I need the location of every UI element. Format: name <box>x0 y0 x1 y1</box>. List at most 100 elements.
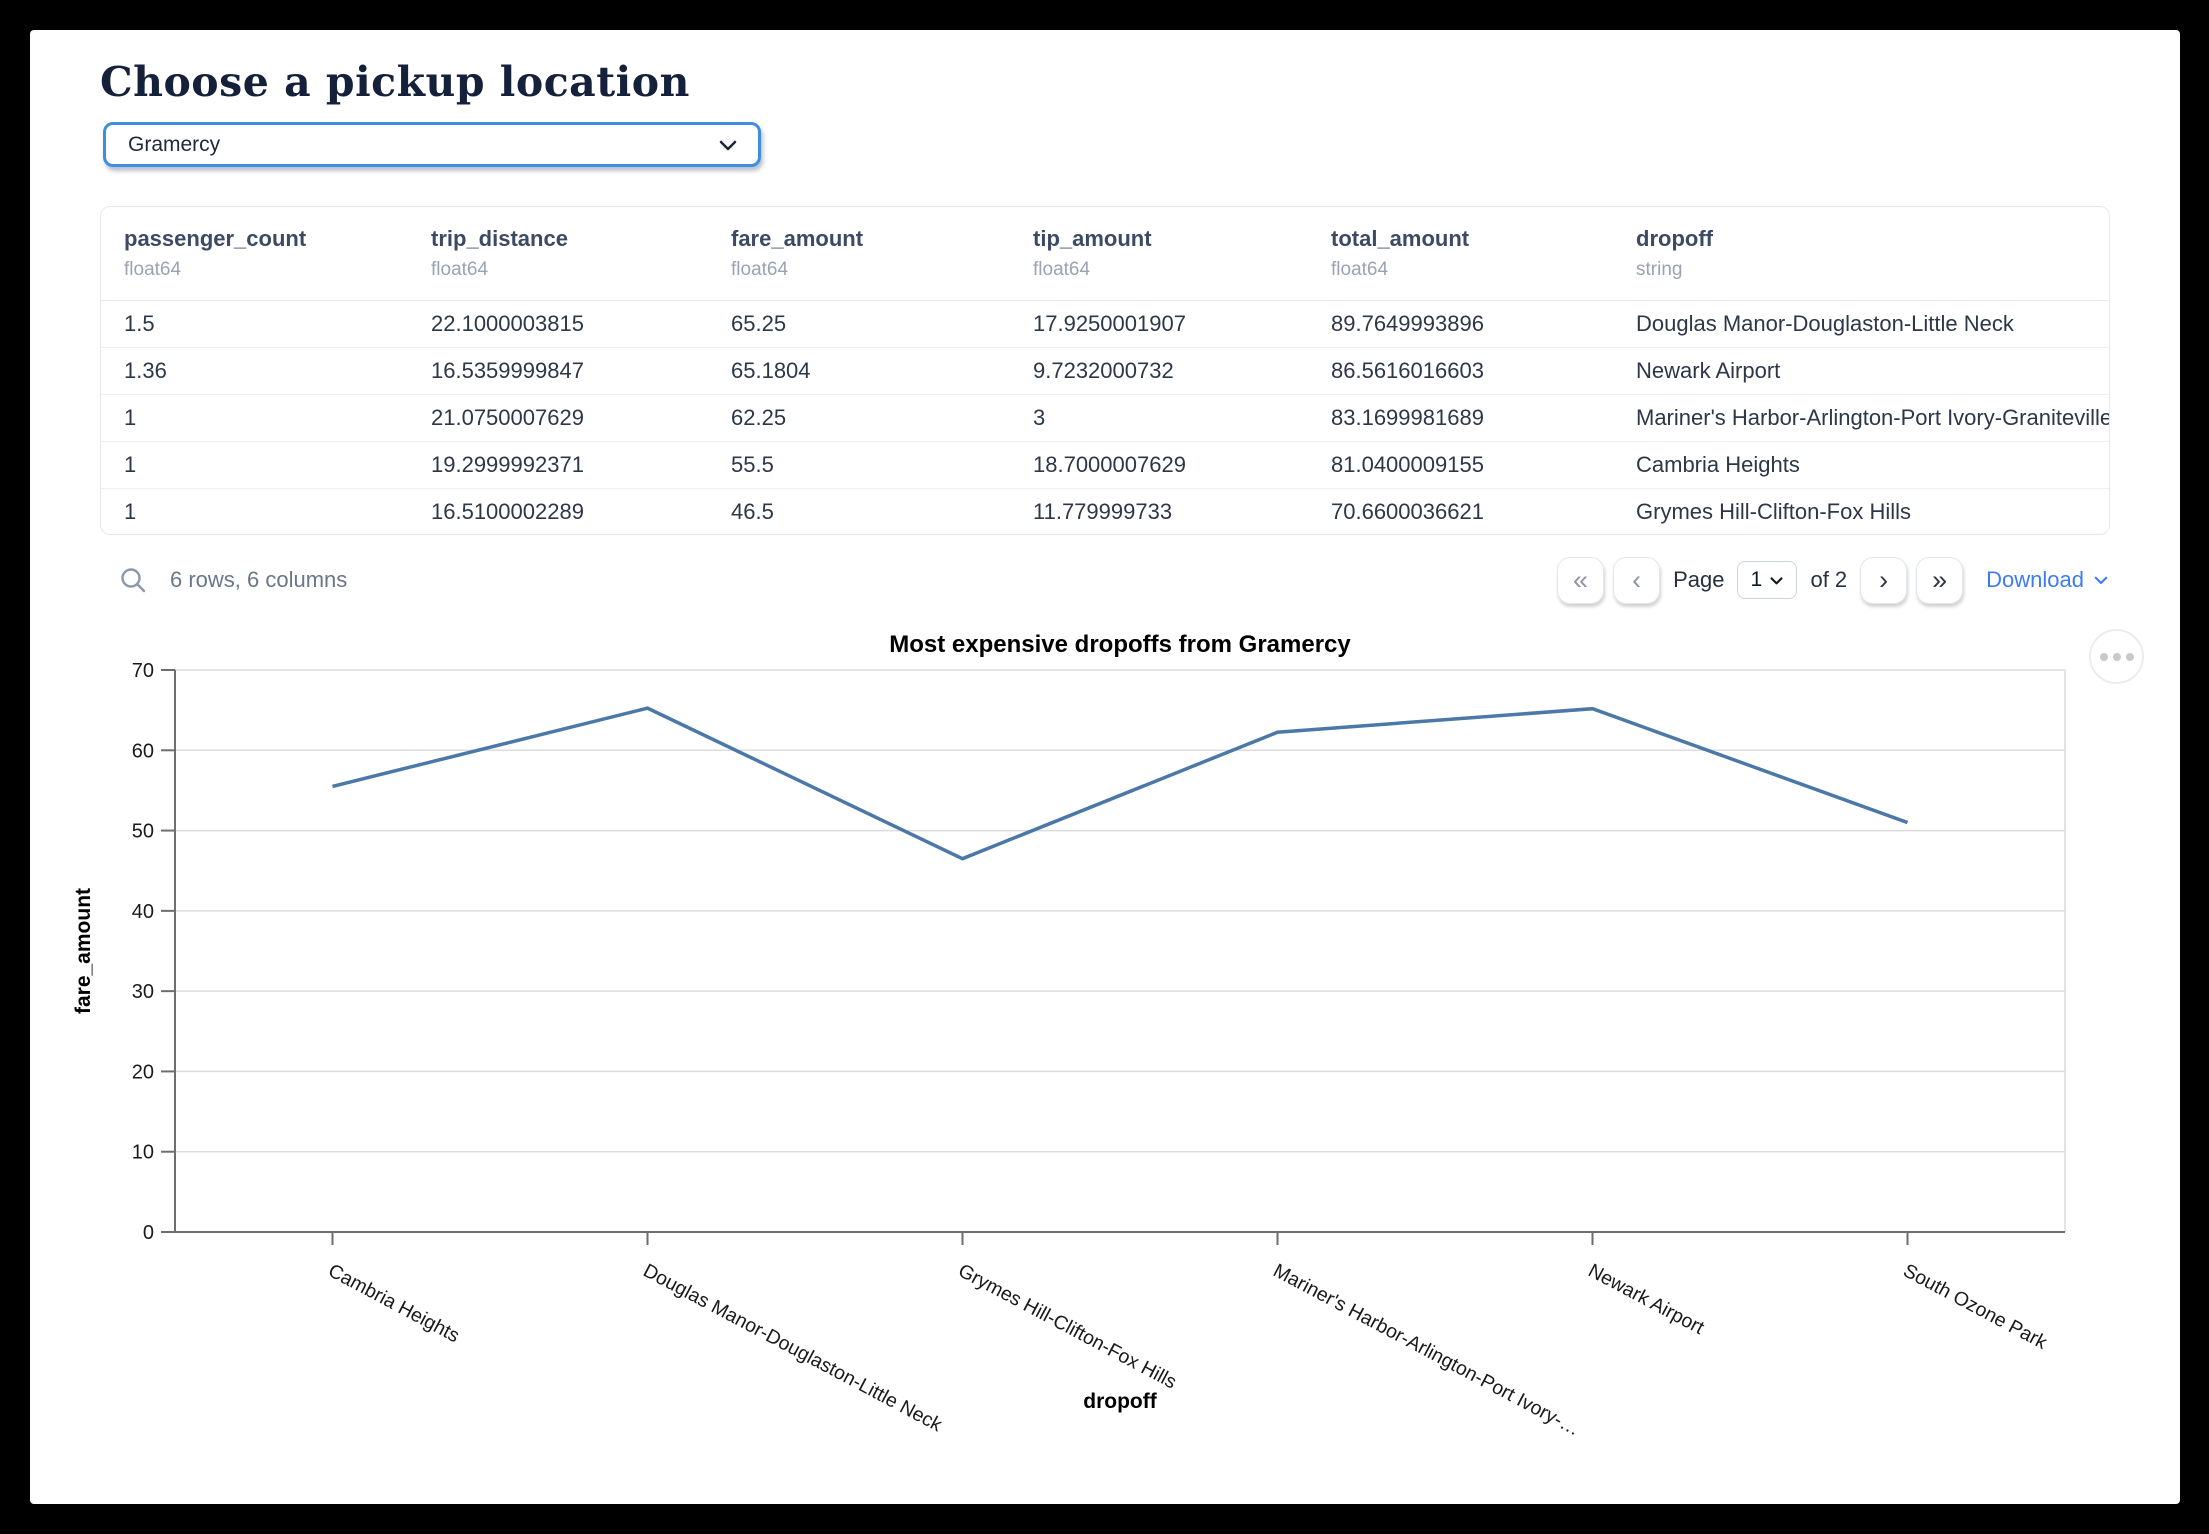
y-tick-label: 20 <box>132 1061 154 1083</box>
table-cell: 46.5 <box>731 499 774 524</box>
x-tick-label: Newark Airport <box>1585 1260 1709 1340</box>
table-cell: Grymes Hill-Clifton-Fox Hills <box>1636 499 1912 524</box>
table-cell: Mariner's Harbor-Arlington-Port Ivory-Gr… <box>1636 405 2109 430</box>
column-header-dropoff[interactable]: dropoff string <box>1613 225 2109 300</box>
next-page-icon: › <box>1879 564 1889 595</box>
first-page-button[interactable]: « <box>1557 556 1605 604</box>
table-row: 1 19.2999992371 55.5 18.7000007629 81.040000… <box>101 441 2109 488</box>
table-cell: 17.9250001907 <box>1033 311 1186 336</box>
download-button[interactable]: Download <box>1986 567 2110 593</box>
column-name: trip_distance <box>431 226 568 251</box>
more-dot-icon <box>2112 652 2121 661</box>
y-tick-label: 50 <box>132 821 154 843</box>
column-name: tip_amount <box>1033 226 1152 251</box>
table-cell: 70.6600036621 <box>1331 499 1484 524</box>
more-dot-icon <box>2099 652 2108 661</box>
column-header-trip_distance[interactable]: trip_distance float64 <box>408 225 708 300</box>
table-cell: Cambria Heights <box>1636 452 1800 477</box>
table-row: 1 16.5100002289 46.5 11.779999733 70.6600036… <box>101 488 2109 534</box>
x-tick-label: Cambria Heights <box>325 1260 464 1348</box>
table-cell: 3 <box>1033 405 1046 430</box>
column-type: float64 <box>124 258 182 280</box>
y-tick-label: 60 <box>132 740 154 762</box>
column-name: dropoff <box>1636 226 1713 251</box>
column-type: float64 <box>731 258 789 280</box>
column-name: fare_amount <box>731 226 864 251</box>
y-tick-label: 10 <box>132 1142 154 1164</box>
table-row: 1 21.0750007629 62.25 3 83.1699981689 Mariner… <box>101 394 2109 441</box>
x-axis-title: dropoff <box>1083 1390 1157 1413</box>
table-cell: 19.2999992371 <box>431 452 584 477</box>
chevron-down-icon <box>716 133 740 157</box>
page-number-select[interactable]: 1 <box>1737 561 1798 599</box>
table-row: 1.36 16.5359999847 65.1804 9.7232000732 86.5… <box>101 347 2109 394</box>
app-page: Choose a pickup location Gramercy passen… <box>30 30 2180 1504</box>
table-cell: 65.25 <box>731 311 787 336</box>
y-tick-label: 70 <box>132 660 154 682</box>
table-cell: 1 <box>124 452 137 477</box>
table-cell: 62.25 <box>731 405 787 430</box>
table-cell: 22.1000003815 <box>431 311 584 336</box>
column-type: string <box>1636 258 1683 280</box>
table-cell: 1 <box>124 499 137 524</box>
chart-canvas: 0 10 20 30 40 50 60 70 Cambria Heights Douglas Ma… <box>72 631 2066 1441</box>
chevron-down-icon <box>2094 576 2108 585</box>
page-total-label: of 2 <box>1810 567 1848 592</box>
table-cell: 11.779999733 <box>1033 499 1173 524</box>
chevron-down-icon <box>1770 576 1783 584</box>
y-axis-title: fare_amount <box>72 888 95 1014</box>
x-tick-label: Douglas Manor-Douglaston-Little Neck <box>640 1260 946 1437</box>
more-dot-icon <box>2125 652 2134 661</box>
table-cell: 89.7649993896 <box>1331 311 1484 336</box>
page-title: Choose a pickup location <box>100 58 690 106</box>
fare-amount-line <box>332 706 1909 861</box>
table-cell: 1 <box>124 405 137 430</box>
next-page-button[interactable]: › <box>1860 556 1908 604</box>
pickup-location-select[interactable]: Gramercy <box>103 122 761 167</box>
table-cell: 18.7000007629 <box>1033 452 1186 477</box>
pagination-controls: « ‹ Page 1 of 2 › » Download <box>1557 554 2110 606</box>
page-number-value: 1 <box>1750 568 1763 591</box>
y-tick-label: 0 <box>143 1222 154 1244</box>
last-page-button[interactable]: » <box>1916 556 1964 604</box>
column-header-tip_amount[interactable]: tip_amount float64 <box>1010 225 1308 300</box>
column-header-total_amount[interactable]: total_amount float64 <box>1308 225 1613 300</box>
table-cell: Douglas Manor-Douglaston-Little Neck <box>1636 311 2014 336</box>
column-type: float64 <box>1033 258 1091 280</box>
table-cell: 81.0400009155 <box>1331 452 1484 477</box>
download-label: Download <box>1986 567 2084 592</box>
table-header-row: passenger_count float64 trip_distance float… <box>101 207 2109 300</box>
table-row: 1.5 22.1000003815 65.25 17.9250001907 89.764… <box>101 300 2109 347</box>
search-icon[interactable] <box>118 565 148 595</box>
last-page-icon: » <box>1932 564 1948 595</box>
chart-menu-button[interactable] <box>2089 629 2144 684</box>
page-label: Page <box>1673 567 1725 592</box>
column-header-passenger_count[interactable]: passenger_count float64 <box>101 225 408 300</box>
column-type: float64 <box>1331 258 1389 280</box>
y-tick-label: 30 <box>132 981 154 1003</box>
table-cell: 16.5359999847 <box>431 358 584 383</box>
table-cell: 1.36 <box>124 358 167 383</box>
column-header-fare_amount[interactable]: fare_amount float64 <box>708 225 1010 300</box>
table-cell: Newark Airport <box>1636 358 1781 383</box>
previous-page-icon: ‹ <box>1632 564 1642 595</box>
table-footer: 6 rows, 6 columns « ‹ Page 1 of 2 › » Do… <box>100 554 2110 606</box>
table-cell: 21.0750007629 <box>431 405 584 430</box>
first-page-icon: « <box>1573 564 1589 595</box>
previous-page-button[interactable]: ‹ <box>1613 556 1661 604</box>
x-tick-label: Mariner's Harbor-Arlington-Port Ivory-… <box>1270 1260 1584 1441</box>
chart-title: Most expensive dropoffs from Gramercy <box>889 631 1351 658</box>
table-cell: 9.7232000732 <box>1033 358 1174 383</box>
table-cell: 65.1804 <box>731 358 811 383</box>
table-cell: 83.1699981689 <box>1331 405 1484 430</box>
column-name: passenger_count <box>124 226 307 251</box>
table-cell: 55.5 <box>731 452 774 477</box>
y-tick-label: 40 <box>132 901 154 923</box>
x-tick-label: South Ozone Park <box>1900 1260 2051 1354</box>
table-cell: 16.5100002289 <box>431 499 584 524</box>
fare-amount-line-chart: 0 10 20 30 40 50 60 70 Cambria Heights Douglas Ma… <box>60 624 2130 1454</box>
data-table: passenger_count float64 trip_distance float… <box>100 206 2110 535</box>
row-count-summary: 6 rows, 6 columns <box>170 567 348 592</box>
column-name: total_amount <box>1331 226 1470 251</box>
